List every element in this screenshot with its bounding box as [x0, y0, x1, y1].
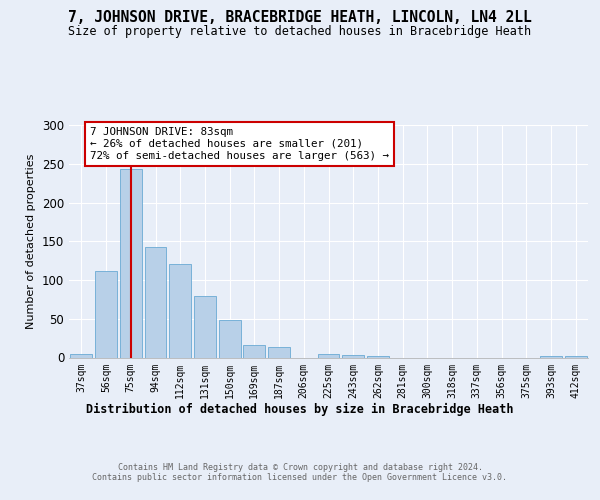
Bar [169, 264, 191, 358]
Bar [194, 296, 216, 358]
Bar [70, 354, 92, 358]
Bar [367, 356, 389, 358]
Text: 7, JOHNSON DRIVE, BRACEBRIDGE HEATH, LINCOLN, LN4 2LL: 7, JOHNSON DRIVE, BRACEBRIDGE HEATH, LIN… [68, 10, 532, 25]
Bar [120, 169, 142, 358]
Bar [268, 348, 290, 358]
Bar [219, 320, 241, 358]
Text: Contains HM Land Registry data © Crown copyright and database right 2024.
Contai: Contains HM Land Registry data © Crown c… [92, 462, 508, 482]
Bar [565, 356, 587, 358]
Bar [317, 354, 340, 358]
Bar [343, 355, 364, 358]
Bar [244, 345, 265, 358]
Bar [540, 356, 562, 358]
Bar [95, 272, 117, 358]
Bar [145, 246, 166, 358]
Text: Distribution of detached houses by size in Bracebridge Heath: Distribution of detached houses by size … [86, 402, 514, 415]
Text: Size of property relative to detached houses in Bracebridge Heath: Size of property relative to detached ho… [68, 25, 532, 38]
Text: 7 JOHNSON DRIVE: 83sqm
← 26% of detached houses are smaller (201)
72% of semi-de: 7 JOHNSON DRIVE: 83sqm ← 26% of detached… [90, 128, 389, 160]
Y-axis label: Number of detached properties: Number of detached properties [26, 154, 37, 329]
